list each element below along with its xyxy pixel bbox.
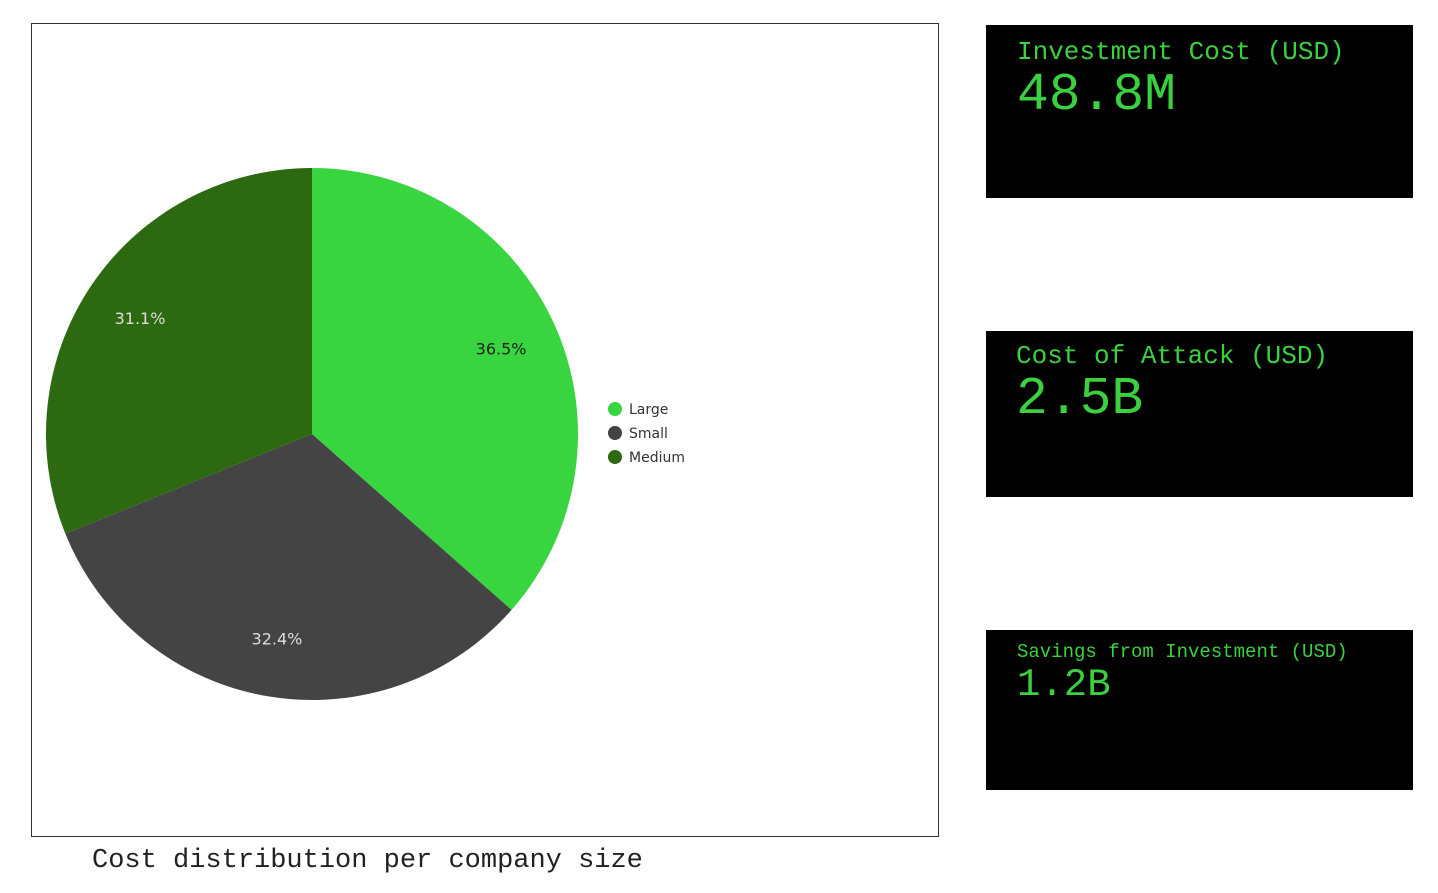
pie-chart-panel: 36.5% 32.4% 31.1% Large Small Medium — [31, 23, 939, 837]
pie-slice-large — [312, 168, 578, 610]
legend-marker-small — [608, 426, 622, 440]
legend-marker-medium — [608, 450, 622, 464]
slice-label-medium: 31.1% — [115, 309, 166, 328]
slice-label-large: 36.5% — [476, 340, 527, 359]
pie-chart: 36.5% 32.4% 31.1% Large Small Medium — [45, 168, 685, 700]
kpi-value-cost-of-attack: 2.5B — [1016, 369, 1144, 429]
kpi-label-savings: Savings from Investment (USD) — [1017, 641, 1348, 663]
kpi-label-cost-of-attack: Cost of Attack (USD) — [1016, 341, 1329, 371]
slice-label-small: 32.4% — [252, 630, 303, 649]
legend-marker-large — [608, 402, 622, 416]
legend-label-large: Large — [629, 402, 668, 418]
kpi-card-savings: Savings from Investment (USD) 1.2B — [986, 630, 1413, 790]
legend-label-small: Small — [629, 426, 668, 442]
kpi-value-savings: 1.2B — [1017, 663, 1111, 707]
pie-slice-medium — [45, 168, 313, 534]
kpi-value-investment-cost: 48.8M — [1017, 65, 1177, 125]
pie-slice-small — [65, 434, 512, 700]
kpi-card-cost-of-attack: Cost of Attack (USD) 2.5B — [986, 331, 1413, 497]
legend-label-medium: Medium — [629, 450, 685, 466]
chart-caption: Cost distribution per company size — [92, 846, 643, 876]
kpi-card-investment-cost: Investment Cost (USD) 48.8M — [986, 25, 1413, 198]
kpi-label-investment-cost: Investment Cost (USD) — [1017, 37, 1345, 67]
